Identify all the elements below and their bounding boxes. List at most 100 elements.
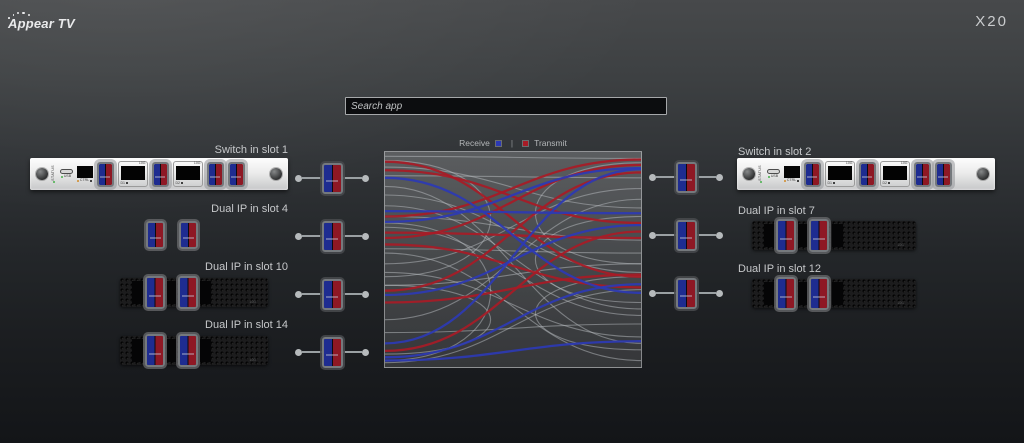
d2-led	[180, 182, 183, 185]
device-label-dualip-slot-14: Dual IP in slot 14	[205, 319, 288, 331]
port-connector-left-4	[295, 335, 369, 369]
sfp-port-module[interactable]	[675, 219, 697, 251]
sfp-port-module[interactable]	[934, 161, 952, 187]
legend-separator: |	[510, 138, 514, 148]
usb-led	[60, 176, 63, 178]
port-hole	[882, 166, 907, 180]
sfp-port-module[interactable]	[803, 161, 821, 187]
sfp-port-module[interactable]	[776, 219, 796, 252]
port-connector-left-3	[295, 277, 369, 311]
connector-wire	[696, 234, 716, 236]
device-label-switch-slot-2: Switch in slot 2	[738, 146, 812, 158]
sfp-port-module[interactable]	[96, 161, 114, 187]
sfp-port-module[interactable]	[321, 162, 343, 194]
receive-color-swatch	[494, 139, 502, 147]
connector-dot	[716, 231, 723, 239]
sfp-port-module[interactable]	[179, 221, 198, 249]
sfp-port-module[interactable]	[321, 278, 343, 310]
status-led	[759, 181, 762, 184]
connector-wire	[696, 292, 716, 294]
flow-diagram	[384, 151, 642, 368]
sfp-port-module[interactable]	[321, 220, 343, 252]
empty-port-slot	[832, 282, 843, 305]
sfp-port-module[interactable]	[776, 277, 796, 310]
port-hole	[827, 166, 852, 180]
port-hole	[120, 166, 145, 180]
usb-port: USB	[766, 169, 780, 179]
sfp-port-module[interactable]	[146, 221, 165, 249]
sfp-port-module[interactable]	[913, 161, 931, 187]
status-indicator: STATUS	[758, 165, 763, 184]
ctrl-port: CTRL	[783, 165, 800, 183]
connector-dot	[295, 174, 302, 182]
sfp-port-module[interactable]	[145, 276, 165, 309]
connector-wire	[302, 351, 322, 353]
data-port-d1[interactable]: 10G D1	[824, 161, 855, 187]
d1-led	[125, 182, 128, 185]
empty-port-slot	[798, 224, 809, 247]
appear-tv-logo[interactable]: Appear TV	[8, 10, 98, 32]
connector-dot	[295, 290, 302, 298]
data-port-d1[interactable]: 10G D1	[117, 161, 148, 187]
connector-wire	[302, 177, 322, 179]
connector-wire	[656, 234, 676, 236]
sfp-port-module[interactable]	[227, 161, 245, 187]
sfp-port-module[interactable]	[809, 277, 829, 310]
switch-slot-1-faceplate[interactable]: STATUS USB CTRL 10G D1 10G D2	[30, 158, 288, 190]
search-input[interactable]	[345, 97, 667, 115]
model-label: X20	[975, 13, 1008, 30]
screw-icon	[270, 168, 282, 180]
legend-transmit-label: Transmit	[534, 138, 567, 148]
usb-led	[767, 176, 770, 178]
port-connector-right-1	[649, 160, 723, 194]
sfp-port-module[interactable]	[178, 334, 198, 367]
connector-dot	[649, 231, 656, 239]
sfp-port-module[interactable]	[675, 277, 697, 309]
sfp-port-module[interactable]	[151, 161, 169, 187]
connector-dot	[649, 289, 656, 297]
logo-text: Appear TV	[8, 16, 75, 31]
empty-port-slot	[132, 339, 143, 362]
connector-dot	[362, 348, 369, 356]
connector-wire	[342, 293, 362, 295]
sfp-port-module[interactable]	[206, 161, 224, 187]
usb-slot	[59, 169, 73, 175]
connector-wire	[302, 293, 322, 295]
screw-icon	[977, 168, 989, 180]
status-led	[52, 181, 55, 184]
switch-slot-2-faceplate[interactable]: STATUS USB CTRL 10G D1 10G D2	[737, 158, 995, 190]
sfp-port-module[interactable]	[675, 161, 697, 193]
empty-port-slot	[200, 339, 211, 362]
device-label-dualip-slot-10: Dual IP in slot 10	[205, 261, 288, 273]
port-hole	[175, 166, 200, 180]
flow-diagram-svg	[385, 155, 641, 364]
connector-dot	[362, 232, 369, 240]
empty-port-slot	[166, 281, 177, 304]
connector-wire	[342, 177, 362, 179]
connector-wire	[656, 292, 676, 294]
connector-dot	[362, 290, 369, 298]
empty-port-slot	[132, 281, 143, 304]
empty-port-slot	[832, 224, 843, 247]
usb-port: USB	[59, 169, 73, 179]
empty-port-slot	[200, 281, 211, 304]
empty-port-slot	[166, 339, 177, 362]
device-label-dualip-slot-12: Dual IP in slot 12	[738, 263, 821, 275]
data-port-d2[interactable]: 10G D2	[172, 161, 203, 187]
usb-slot	[766, 169, 780, 175]
port-connector-left-1	[295, 161, 369, 195]
connector-wire	[696, 176, 716, 178]
empty-port-slot	[798, 282, 809, 305]
data-port-d2[interactable]: 10G D2	[879, 161, 910, 187]
sfp-port-module[interactable]	[321, 336, 343, 368]
sfp-port-module[interactable]	[178, 276, 198, 309]
sfp-port-module[interactable]	[145, 334, 165, 367]
ctrl-led2	[90, 179, 93, 182]
connector-wire	[656, 176, 676, 178]
ctrl-led2	[797, 179, 800, 182]
connector-wire	[342, 351, 362, 353]
sfp-port-module[interactable]	[858, 161, 876, 187]
sfp-port-module[interactable]	[809, 219, 829, 252]
ctrl-slot	[76, 165, 93, 178]
